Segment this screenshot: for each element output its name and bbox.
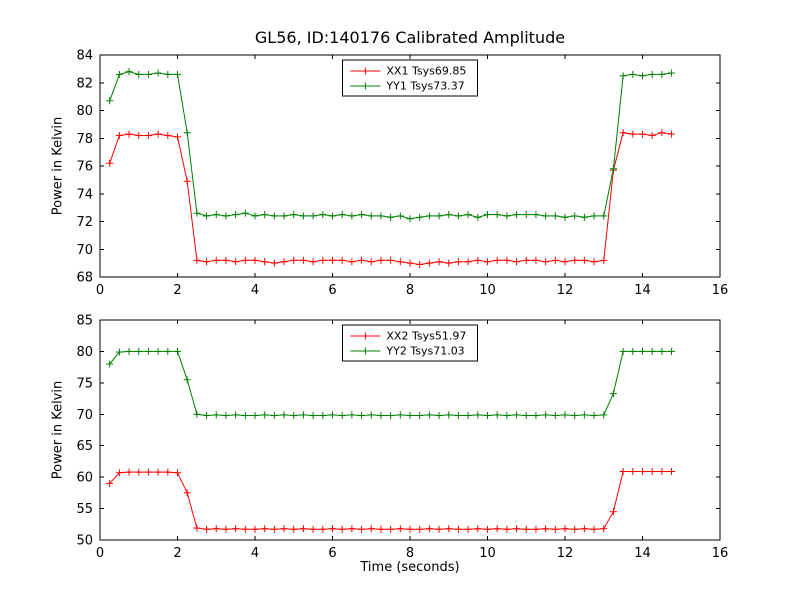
series-xx2: [106, 467, 676, 533]
legend-label: YY2 Tsys71.03: [385, 345, 464, 358]
y-tick-label: 50: [76, 534, 93, 549]
y-tick-label: 80: [76, 345, 93, 360]
y-tick-label: 85: [76, 314, 93, 329]
y-tick-label: 65: [76, 439, 93, 454]
x-tick-label: 0: [96, 283, 104, 298]
y-tick-label: 75: [76, 376, 93, 391]
legend: XX2 Tsys51.97 YY2 Tsys71.03: [341, 324, 479, 362]
x-tick-label: 14: [634, 546, 651, 561]
y-tick-label: 72: [76, 215, 93, 230]
x-tick-label: 10: [479, 283, 496, 298]
legend: XX1 Tsys69.85 YY1 Tsys73.37: [341, 59, 479, 97]
tick-marks: [99, 319, 721, 541]
x-tick-label: 2: [173, 283, 181, 298]
y-tick-label: 55: [76, 502, 93, 517]
subplot-bottom: 0 2 4 6 8 10 12 14 16 50 55 60 65 70 75 80 85 XX2 Tsys51.…: [76, 314, 728, 562]
y-tick-label: 60: [76, 471, 93, 486]
series-line: [109, 471, 672, 530]
x-tick-label: 16: [712, 546, 729, 561]
y-tick-label: 70: [76, 243, 93, 258]
legend-label: XX2 Tsys51.97: [386, 330, 466, 343]
x-tick-label: 2: [173, 546, 181, 561]
y-tick-label: 82: [76, 76, 93, 91]
y-tick-label: 74: [76, 187, 93, 202]
x-tick-label: 8: [406, 546, 414, 561]
x-tick-label: 16: [712, 283, 729, 298]
x-tick-label: 12: [557, 283, 574, 298]
top-y-axis-label: Power in Kelvin: [50, 116, 66, 216]
y-tick-label: 68: [76, 271, 93, 286]
y-tick-label: 84: [76, 49, 93, 64]
series-xx1: [106, 129, 676, 269]
x-axis-label: Time (seconds): [360, 560, 460, 575]
x-tick-label: 10: [479, 546, 496, 561]
legend-label: YY1 Tsys73.37: [385, 80, 464, 93]
x-tick-label: 8: [406, 283, 414, 298]
y-tick-label: 78: [76, 132, 93, 147]
legend-box: [341, 59, 479, 97]
legend-label: XX1 Tsys69.85: [386, 65, 466, 78]
series-line: [109, 132, 672, 266]
x-tick-label: 0: [96, 546, 104, 561]
y-tick-label: 70: [76, 408, 93, 423]
bottom-y-axis-label: Power in Kelvin: [50, 380, 66, 480]
x-tick-label: 6: [328, 283, 336, 298]
figure-title: GL56, ID:140176 Calibrated Amplitude: [254, 28, 566, 47]
y-tick-label: 80: [76, 104, 93, 119]
series-yy1: [106, 68, 676, 223]
series-yy2: [106, 347, 676, 420]
tick-marks: [99, 54, 721, 278]
x-tick-label: 14: [634, 283, 651, 298]
x-tick-label: 12: [557, 546, 574, 561]
x-tick-label: 4: [251, 546, 259, 561]
x-tick-label: 6: [328, 546, 336, 561]
y-tick-label: 76: [76, 160, 93, 175]
x-tick-label: 4: [251, 283, 259, 298]
legend-box: [341, 324, 479, 362]
